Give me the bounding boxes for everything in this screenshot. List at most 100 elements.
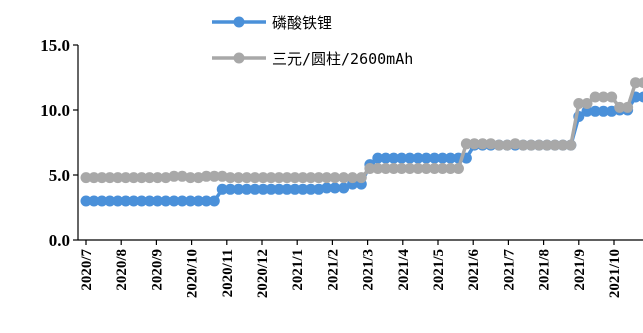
data-point bbox=[96, 172, 108, 184]
data-point bbox=[420, 163, 432, 174]
data-point bbox=[241, 183, 253, 195]
data-point bbox=[112, 195, 124, 207]
data-point bbox=[412, 163, 424, 174]
data-point bbox=[638, 91, 643, 103]
data-point bbox=[208, 170, 220, 182]
data-point bbox=[265, 183, 277, 195]
legend-item-1: 磷酸铁锂 bbox=[212, 14, 332, 32]
data-point bbox=[630, 77, 642, 89]
y-tick-label: 10.0 bbox=[40, 101, 70, 120]
data-point bbox=[622, 101, 634, 113]
data-point bbox=[273, 172, 285, 184]
data-point bbox=[233, 172, 245, 184]
data-point bbox=[176, 170, 188, 182]
data-point bbox=[404, 152, 416, 164]
data-point bbox=[265, 172, 277, 184]
legend-label: 磷酸铁锂 bbox=[272, 14, 332, 32]
data-point bbox=[313, 172, 325, 184]
data-point bbox=[388, 163, 400, 174]
legend-swatch-marker bbox=[233, 16, 245, 28]
x-tick-label: 2021/6 bbox=[466, 249, 482, 291]
data-point bbox=[104, 172, 116, 184]
data-point bbox=[412, 152, 424, 164]
data-point bbox=[533, 139, 545, 151]
data-point bbox=[289, 172, 301, 184]
x-tick-label: 2020/11 bbox=[220, 249, 236, 297]
data-point bbox=[136, 172, 148, 184]
data-point bbox=[565, 139, 577, 151]
data-point bbox=[549, 139, 561, 151]
data-point bbox=[305, 183, 317, 195]
data-point bbox=[104, 195, 116, 207]
x-tick-label: 2021/2 bbox=[325, 249, 341, 291]
data-point bbox=[452, 163, 464, 174]
data-point bbox=[184, 195, 196, 207]
data-point bbox=[372, 163, 384, 174]
data-point bbox=[606, 91, 618, 103]
data-point bbox=[257, 172, 269, 184]
data-point bbox=[493, 139, 505, 151]
data-point bbox=[208, 195, 220, 207]
series-2 bbox=[80, 77, 643, 184]
data-point bbox=[136, 195, 148, 207]
data-point bbox=[329, 172, 341, 184]
data-point bbox=[128, 195, 140, 207]
x-tick-label: 2020/7 bbox=[79, 249, 95, 291]
data-point bbox=[128, 172, 140, 184]
data-point bbox=[525, 139, 537, 151]
data-point bbox=[112, 172, 124, 184]
data-point bbox=[152, 195, 164, 207]
legend-label: 三元/圆柱/2600mAh bbox=[272, 50, 413, 68]
data-point bbox=[321, 182, 333, 194]
data-point bbox=[160, 195, 172, 207]
data-point bbox=[297, 172, 309, 184]
data-point bbox=[364, 163, 376, 174]
data-point bbox=[338, 182, 350, 194]
data-point bbox=[589, 91, 601, 103]
data-point bbox=[347, 172, 359, 184]
data-point bbox=[120, 195, 132, 207]
x-axis: 2020/7 2020/8 2020/9 2020/10 2020/11 2020/12 2… bbox=[78, 239, 643, 298]
data-point bbox=[396, 152, 408, 164]
legend-swatch-marker bbox=[233, 52, 245, 64]
data-point bbox=[388, 152, 400, 164]
data-point bbox=[396, 163, 408, 174]
legend-item-2: 三元/圆柱/2600mAh bbox=[212, 50, 413, 68]
data-point bbox=[88, 172, 100, 184]
data-point bbox=[88, 195, 100, 207]
data-point bbox=[224, 172, 236, 184]
data-point bbox=[444, 163, 456, 174]
data-point bbox=[477, 138, 489, 150]
data-point bbox=[224, 183, 236, 195]
data-point bbox=[581, 98, 593, 109]
data-point bbox=[338, 172, 350, 184]
data-point bbox=[372, 152, 384, 164]
data-point bbox=[200, 170, 212, 182]
data-point bbox=[589, 105, 601, 117]
data-point bbox=[152, 172, 164, 184]
data-point bbox=[160, 172, 172, 184]
data-point bbox=[200, 195, 212, 207]
data-point bbox=[80, 195, 92, 207]
x-tick-label: 2021/9 bbox=[572, 249, 588, 291]
data-point bbox=[541, 139, 553, 151]
data-point bbox=[557, 139, 569, 151]
data-point bbox=[638, 77, 643, 89]
data-point bbox=[192, 195, 204, 207]
x-tick-label: 2020/9 bbox=[149, 249, 165, 291]
data-point bbox=[80, 172, 92, 184]
data-point bbox=[144, 195, 156, 207]
data-point bbox=[289, 183, 301, 195]
x-tick-label: 2021/4 bbox=[396, 249, 412, 291]
data-point bbox=[216, 183, 228, 195]
data-point bbox=[305, 172, 317, 184]
data-point bbox=[257, 183, 269, 195]
data-point bbox=[597, 91, 609, 103]
x-tick-label: 2021/7 bbox=[501, 249, 517, 291]
data-point bbox=[96, 195, 108, 207]
data-point bbox=[437, 152, 449, 164]
data-point bbox=[581, 105, 593, 117]
